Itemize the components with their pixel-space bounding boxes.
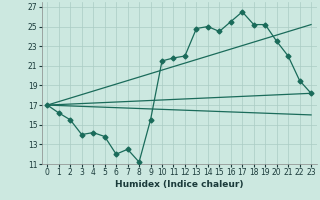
X-axis label: Humidex (Indice chaleur): Humidex (Indice chaleur) [115, 180, 244, 189]
